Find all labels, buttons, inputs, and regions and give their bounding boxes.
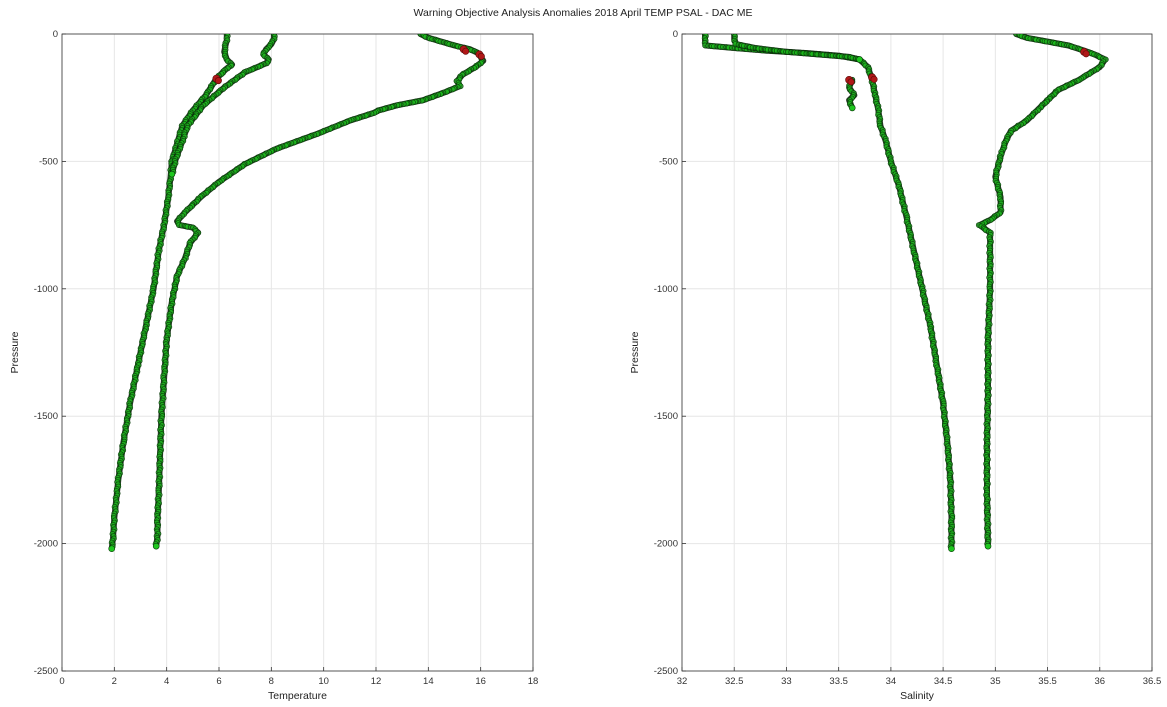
flagged-point [477, 52, 485, 60]
data-point [152, 542, 160, 550]
profile-series [731, 34, 863, 63]
plot-area [682, 34, 1152, 671]
x-tick-label: 12 [371, 676, 382, 687]
x-tick-label: 14 [423, 676, 434, 687]
y-tick-label: 0 [673, 29, 678, 40]
y-tick-label: -500 [39, 156, 58, 167]
data-point [108, 545, 116, 552]
y-tick-label: -2500 [654, 666, 678, 677]
x-tick-label: 34.5 [934, 676, 953, 687]
x-tick-label: 2 [112, 676, 117, 687]
flagged-series [845, 47, 1090, 86]
x-tick-label: 32.5 [725, 676, 744, 687]
data-point [984, 542, 992, 550]
y-tick-label: -500 [659, 156, 678, 167]
figure-title: Warning Objective Analysis Anomalies 201… [413, 7, 752, 19]
y-axis-label: Pressure [629, 331, 641, 373]
data-point [948, 545, 955, 552]
x-tick-label: 32 [677, 676, 688, 687]
y-axis-label: Pressure [9, 331, 21, 373]
data-layer [108, 34, 487, 552]
temperature-panel: 0 2 4 6 8 10 12 14 16 18 -2500 -2000 -1500 -1000 -500 0… [9, 29, 538, 702]
x-tick-label: 6 [216, 676, 221, 687]
data-point [856, 56, 863, 63]
profile-series [975, 34, 1109, 550]
y-tick-label: -2000 [34, 539, 58, 550]
salinity-panel: 32 32.5 33 33.5 34 34.5 35 35.5 36 36.5 -2500 -2000… [629, 29, 1161, 702]
data-layer [701, 34, 1109, 552]
x-axis-label: Temperature [268, 690, 327, 702]
axes-frame [681, 33, 1153, 672]
x-tick-label: 33 [781, 676, 792, 687]
plot-area [62, 34, 533, 671]
y-tick-label: -1000 [654, 284, 678, 295]
x-tick-label: 35.5 [1038, 676, 1057, 687]
x-tick-label: 4 [164, 676, 169, 687]
y-tick-label: -1500 [34, 411, 58, 422]
flagged-point [1082, 50, 1090, 58]
x-tick-label: 36.5 [1143, 676, 1162, 687]
x-tick-label: 16 [475, 676, 486, 687]
data-point [848, 104, 856, 112]
x-tick-label: 33.5 [829, 676, 848, 687]
y-tick-label: -1000 [34, 284, 58, 295]
flagged-point [214, 77, 222, 85]
x-tick-label: 18 [528, 676, 539, 687]
flagged-series [212, 45, 485, 85]
x-tick-label: 8 [269, 676, 274, 687]
y-tick-label: -2500 [34, 666, 58, 677]
x-tick-label: 35 [990, 676, 1001, 687]
flagged-point [847, 78, 855, 86]
y-tick-label: -2000 [654, 539, 678, 550]
y-tick-label: -1500 [654, 411, 678, 422]
profile-series [152, 34, 487, 550]
y-tick-label: 0 [53, 29, 58, 40]
x-tick-label: 36 [1094, 676, 1105, 687]
data-point [168, 170, 176, 178]
axes-frame [61, 33, 534, 672]
x-tick-label: 10 [318, 676, 329, 687]
profile-series [168, 34, 278, 178]
x-axis-label: Salinity [900, 690, 935, 702]
x-tick-label: 0 [59, 676, 64, 687]
flagged-point [462, 47, 470, 55]
x-tick-label: 34 [886, 676, 897, 687]
flagged-point [870, 75, 878, 83]
